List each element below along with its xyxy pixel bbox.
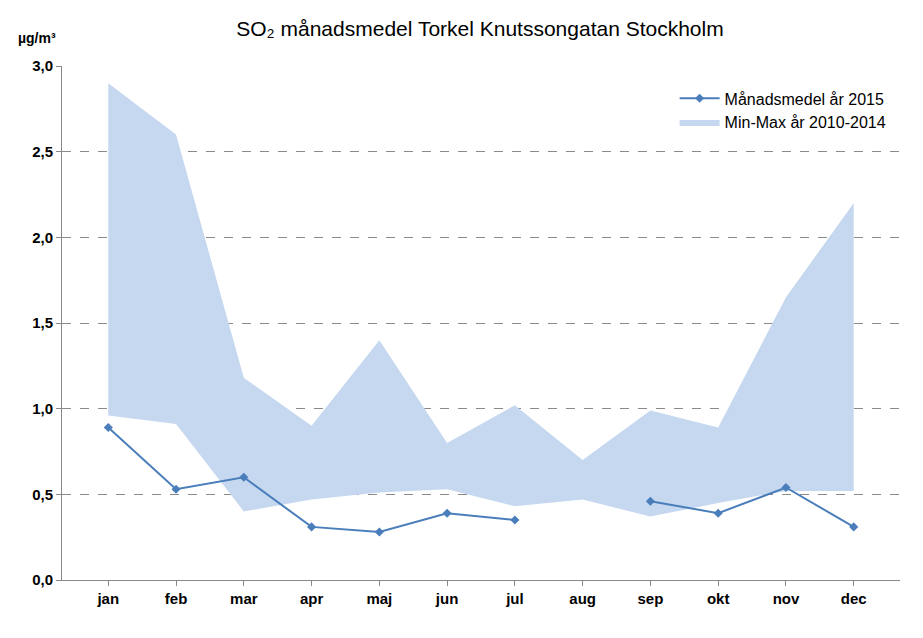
svg-text:Månadsmedel år 2015: Månadsmedel år 2015 bbox=[725, 91, 884, 108]
svg-text:okt: okt bbox=[707, 590, 730, 607]
svg-text:maj: maj bbox=[366, 590, 392, 607]
svg-text:2,5: 2,5 bbox=[32, 143, 53, 160]
svg-text:apr: apr bbox=[300, 590, 324, 607]
svg-text:µg/m³: µg/m³ bbox=[18, 30, 56, 46]
svg-text:3,0: 3,0 bbox=[32, 57, 53, 74]
svg-text:2,0: 2,0 bbox=[32, 229, 53, 246]
svg-text:1,0: 1,0 bbox=[32, 400, 53, 417]
svg-text:dec: dec bbox=[841, 590, 867, 607]
svg-text:0,5: 0,5 bbox=[32, 486, 53, 503]
svg-text:SO₂ månadsmedel Torkel Knutsso: SO₂ månadsmedel Torkel Knutssongatan Sto… bbox=[236, 17, 724, 40]
svg-text:jun: jun bbox=[435, 590, 459, 607]
svg-text:nov: nov bbox=[773, 590, 800, 607]
svg-text:Min-Max år 2010-2014: Min-Max år 2010-2014 bbox=[725, 114, 886, 131]
svg-text:sep: sep bbox=[637, 590, 663, 607]
svg-text:mar: mar bbox=[230, 590, 258, 607]
svg-text:feb: feb bbox=[165, 590, 188, 607]
svg-text:jan: jan bbox=[96, 590, 119, 607]
svg-text:aug: aug bbox=[569, 590, 596, 607]
svg-text:jul: jul bbox=[505, 590, 524, 607]
svg-text:1,5: 1,5 bbox=[32, 314, 53, 331]
svg-text:0,0: 0,0 bbox=[32, 571, 53, 588]
